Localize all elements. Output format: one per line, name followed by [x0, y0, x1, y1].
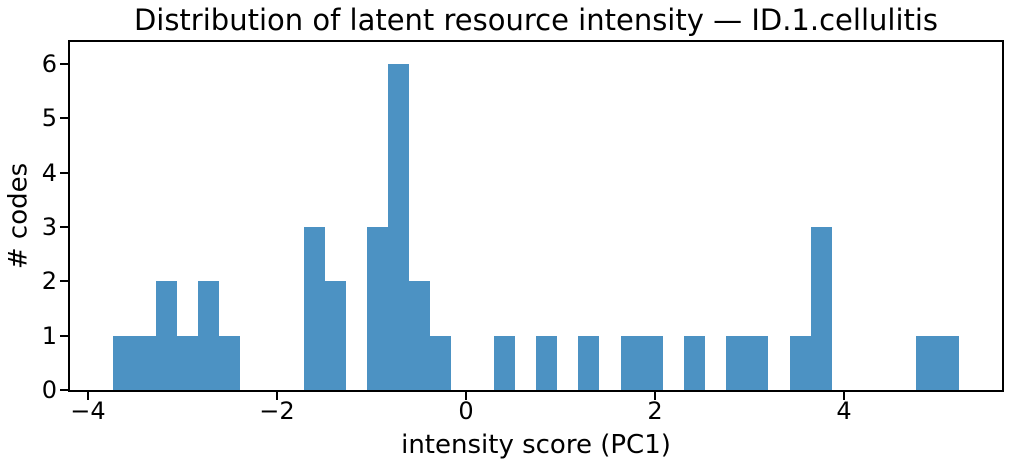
y-tick-label: 5	[41, 104, 57, 132]
histogram-bar	[388, 64, 409, 390]
x-tick-label: 0	[458, 397, 474, 425]
x-axis-label: intensity score (PC1)	[401, 430, 671, 460]
x-tick-mark	[654, 392, 656, 400]
histogram-bar	[135, 336, 156, 390]
histogram-bar	[811, 227, 832, 390]
y-tick-mark	[60, 226, 68, 228]
histogram-bar	[684, 336, 705, 390]
histogram-bar	[536, 336, 557, 390]
histogram-bar	[367, 227, 388, 390]
histogram-bar	[621, 336, 642, 390]
histogram-bar	[113, 336, 135, 390]
histogram-bar	[198, 281, 219, 390]
y-tick-mark	[60, 335, 68, 337]
y-tick-mark	[60, 389, 68, 391]
histogram-bar	[747, 336, 768, 390]
x-tick-mark	[276, 392, 278, 400]
y-tick-label: 1	[41, 322, 57, 350]
histogram-bar	[642, 336, 663, 390]
x-tick-mark	[843, 392, 845, 400]
y-tick-label: 3	[41, 213, 57, 241]
histogram-bar	[304, 227, 325, 390]
y-tick-mark	[60, 117, 68, 119]
histogram-bar	[578, 336, 599, 390]
x-tick-label: 2	[647, 397, 663, 425]
histogram-bar	[726, 336, 747, 390]
y-axis-label: # codes	[3, 162, 34, 270]
y-tick-label: 4	[41, 159, 57, 187]
y-tick-mark	[60, 280, 68, 282]
y-tick-label: 0	[41, 376, 57, 404]
y-tick-label: 6	[41, 50, 57, 78]
histogram-bar	[177, 336, 198, 390]
histogram-bar	[494, 336, 515, 390]
histogram-bar	[409, 281, 430, 390]
histogram-bar	[790, 336, 811, 390]
plot-area	[70, 42, 1002, 390]
histogram-bar	[916, 336, 937, 390]
y-tick-mark	[60, 63, 68, 65]
histogram-bar	[430, 336, 451, 390]
histogram-bar	[937, 336, 959, 390]
histogram-bar	[156, 281, 177, 390]
x-tick-label: −2	[259, 397, 295, 425]
plot-border	[68, 40, 1004, 392]
x-tick-label: 4	[836, 397, 852, 425]
histogram-bar	[219, 336, 240, 390]
x-tick-label: −4	[70, 397, 106, 425]
y-tick-label: 2	[41, 267, 57, 295]
x-tick-mark	[87, 392, 89, 400]
histogram-bar	[325, 281, 346, 390]
x-tick-mark	[465, 392, 467, 400]
chart-title: Distribution of latent resource intensit…	[133, 3, 939, 37]
y-tick-mark	[60, 172, 68, 174]
